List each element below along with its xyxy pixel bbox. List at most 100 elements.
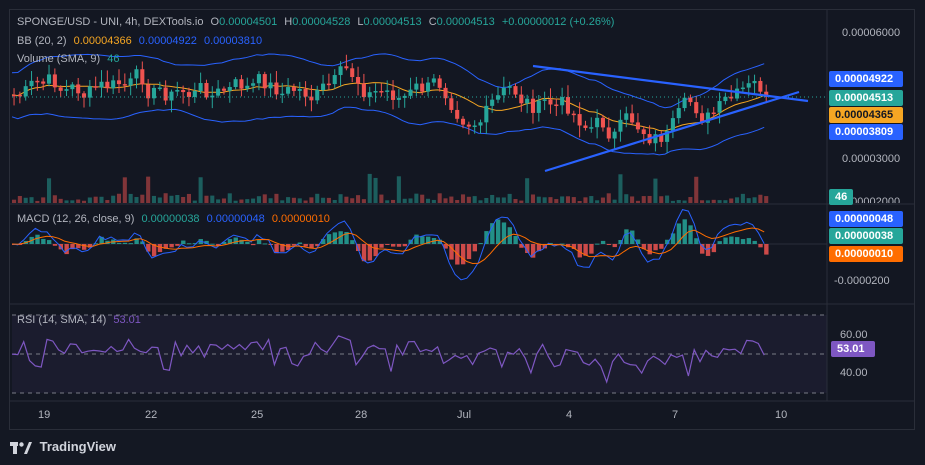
candle-body — [565, 97, 571, 114]
macd-histogram-bar — [460, 244, 466, 265]
macd-histogram-bar — [175, 244, 180, 246]
candle-body — [635, 122, 640, 130]
candle-body — [35, 80, 40, 83]
bb-legend[interactable]: BB (20, 2) 0.00004366 0.00004922 0.00003… — [17, 35, 266, 47]
volume-bar — [379, 194, 384, 203]
volume-bar — [694, 176, 699, 203]
macd-signal-value: 0.00000010 — [271, 213, 330, 225]
volume-bar — [245, 199, 250, 203]
volume-bar — [764, 196, 769, 203]
bb-basis-value: 0.00004366 — [73, 35, 132, 47]
macd-histogram-bar — [70, 244, 75, 250]
candle-body — [676, 108, 681, 119]
volume-bar — [676, 200, 681, 203]
price-tick-low: 0.00002000 — [842, 196, 901, 203]
macd-histogram-bar — [589, 244, 594, 254]
volume-bar — [490, 194, 495, 203]
candle-body — [361, 83, 366, 98]
volume-bar — [466, 196, 471, 203]
x-label-10: 10 — [775, 409, 788, 421]
macd-histogram-bar — [490, 223, 495, 244]
candle-body — [321, 83, 326, 91]
symbol-title[interactable]: SPONGE/USD - UNI, 4h, DEXTools.io — [17, 16, 204, 28]
macd-histogram-bar — [700, 244, 705, 254]
macd-histogram-bar — [484, 231, 489, 244]
volume-bar — [595, 200, 600, 203]
volume-bar — [618, 174, 623, 203]
macd-tick: -0.0000200 — [834, 275, 890, 287]
high-value: 0.00004528 — [292, 16, 351, 28]
candle-body — [169, 91, 174, 101]
volume-bar — [87, 197, 92, 203]
x-label-4: 4 — [566, 409, 573, 421]
candle-body — [181, 90, 186, 93]
macd-histogram-bar — [478, 243, 483, 245]
candle-body — [420, 83, 425, 92]
candle-body — [391, 90, 396, 100]
macd-histogram-bar — [560, 243, 565, 245]
candle-body — [764, 91, 769, 97]
macd-histogram-bar — [746, 238, 752, 244]
macd-histogram-bar — [443, 244, 448, 249]
candle-body — [146, 84, 151, 99]
tradingview-branding[interactable]: TradingView — [10, 439, 116, 454]
macd-line-badge: 0.00000048 — [829, 211, 903, 227]
candle-body — [128, 78, 133, 86]
macd-histogram-bar — [647, 244, 652, 255]
macd-histogram-bar — [391, 244, 396, 247]
macd-histogram-bar — [256, 239, 262, 244]
candle-body — [606, 127, 611, 139]
volume-bar — [116, 193, 122, 203]
candle-body — [653, 134, 658, 144]
macd-histogram-bar — [414, 234, 419, 244]
macd-histogram-bar — [740, 239, 746, 244]
volume-bar — [548, 197, 553, 203]
volume-bar — [577, 200, 582, 203]
volume-bar — [659, 196, 664, 203]
candle-body — [76, 84, 81, 94]
candle-body — [472, 125, 477, 128]
candle-body — [245, 85, 250, 89]
candle-body — [408, 89, 413, 96]
bb-basis-badge: 0.00004365 — [829, 107, 903, 123]
candle-body — [233, 79, 238, 88]
candle-body — [466, 124, 471, 127]
volume-bar — [431, 199, 436, 203]
volume-badge: 46 — [829, 189, 853, 205]
volume-bar — [350, 198, 355, 203]
macd-signal-badge: 0.00000010 — [829, 246, 903, 262]
volume-bar — [665, 195, 670, 203]
macd-histogram-bar — [122, 242, 128, 244]
volume-bar — [746, 198, 751, 203]
candle-body — [437, 78, 442, 88]
candle-body — [449, 98, 454, 110]
candle-body — [268, 82, 273, 89]
candle-body — [548, 99, 553, 105]
macd-histogram-bar — [332, 232, 338, 244]
candle-body — [280, 93, 285, 96]
bb-lower-badge: 0.00003809 — [829, 124, 903, 140]
macd-histogram-bar — [350, 240, 355, 244]
volume-bar — [280, 200, 285, 203]
macd-histogram-bar — [618, 240, 623, 244]
chart-frame — [9, 9, 915, 430]
macd-histogram-bar — [752, 240, 757, 244]
candle-body — [52, 74, 57, 88]
volume-bar — [23, 197, 28, 203]
candle-body — [425, 82, 431, 92]
macd-histogram-bar — [437, 239, 443, 244]
macd-histogram-bar — [519, 244, 524, 248]
macd-legend[interactable]: MACD (12, 26, close, 9) 0.00000038 0.000… — [17, 213, 334, 225]
rsi-legend[interactable]: RSI (14, SMA, 14) 53.01 — [17, 314, 145, 326]
volume-bar — [571, 197, 576, 203]
open-value: 0.00004501 — [219, 16, 278, 28]
volume-bar — [402, 198, 407, 203]
volume-legend[interactable]: Volume (SMA, 9) 46 — [17, 53, 123, 65]
volume-bar — [12, 199, 17, 203]
candle-body — [291, 87, 296, 91]
macd-histogram-bar — [606, 244, 612, 245]
volume-bar — [425, 198, 431, 203]
candle-body — [29, 80, 34, 87]
candle-body — [630, 113, 635, 123]
